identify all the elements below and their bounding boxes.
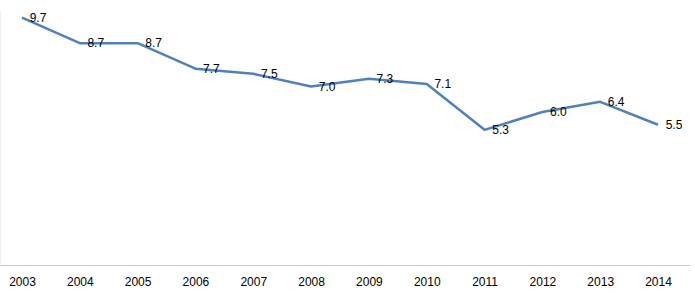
x-tick-label: 2005 — [125, 275, 152, 289]
x-tick-label: 2007 — [240, 275, 267, 289]
data-label: 5.3 — [492, 123, 509, 137]
x-tick: 2009 — [356, 265, 383, 289]
data-line — [22, 18, 658, 130]
data-label: 7.1 — [434, 77, 451, 91]
y-axis-line — [0, 10, 1, 265]
data-labels: 9.7 8.7 8.7 7.7 7.5 7.0 7.3 7.1 5.3 6.0 6.4 5.5 — [30, 11, 683, 137]
x-tick: 2007 — [240, 265, 267, 289]
x-tick-label: 2011 — [472, 275, 498, 289]
x-tick: 2003 — [9, 265, 36, 289]
x-tick: 2010 — [414, 265, 441, 289]
data-label: 7.0 — [319, 80, 336, 94]
data-label: 7.7 — [203, 62, 220, 76]
x-tick-label: 2008 — [298, 275, 325, 289]
x-axis-line — [0, 265, 690, 266]
x-tick-label: 2009 — [356, 275, 383, 289]
x-tick: 2011 — [472, 265, 498, 289]
x-tick-label: 2003 — [9, 275, 36, 289]
x-tick: 2012 — [530, 265, 557, 289]
x-axis: 2003 2004 2005 2006 2007 2008 2009 2010 2011 2012… — [0, 265, 690, 289]
data-label: 7.5 — [261, 67, 278, 81]
x-tick-label: 2014 — [645, 275, 672, 289]
x-tick-label: 2010 — [414, 275, 441, 289]
x-tick: 2005 — [125, 265, 152, 289]
x-tick-label: 2012 — [530, 275, 557, 289]
data-label: 9.7 — [30, 11, 47, 25]
data-label: 6.0 — [550, 105, 567, 119]
x-tick: 2008 — [298, 265, 325, 289]
x-tick: 2004 — [67, 265, 94, 289]
plot-area — [22, 18, 658, 130]
data-label: 8.7 — [145, 36, 162, 50]
data-label: 8.7 — [87, 36, 104, 50]
x-tick-label: 2006 — [183, 275, 210, 289]
x-tick: 2006 — [183, 265, 210, 289]
data-label: 5.5 — [666, 118, 683, 132]
data-label: 7.3 — [377, 72, 394, 86]
x-tick-label: 2004 — [67, 275, 94, 289]
x-tick-label: 2013 — [587, 275, 614, 289]
chart: 2003 2004 2005 2006 2007 2008 2009 2010 2011 2012… — [0, 0, 695, 293]
x-tick: 2013 — [587, 265, 614, 289]
data-label: 6.4 — [608, 95, 625, 109]
x-tick: 2014 — [645, 265, 672, 289]
